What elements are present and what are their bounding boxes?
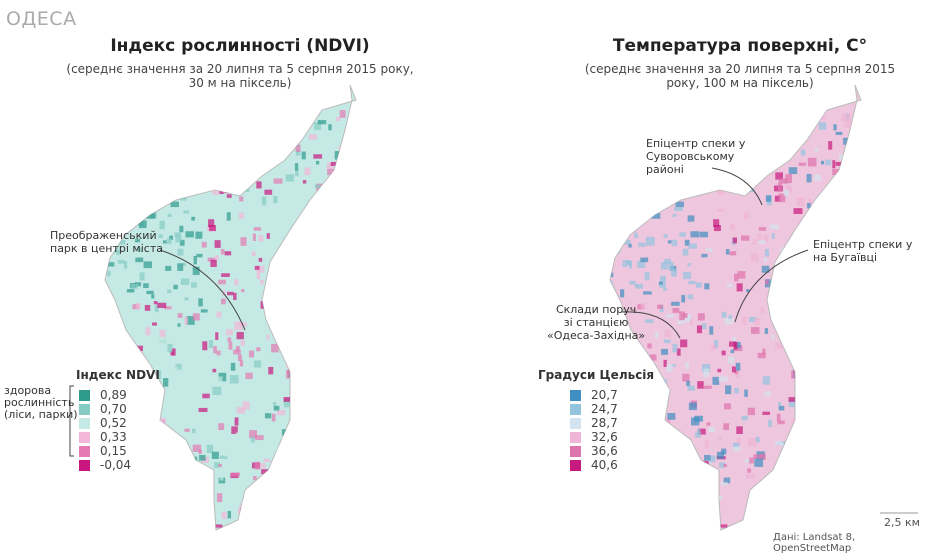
- source-note: Дані: Landsat 8, OpenStreetMap: [773, 532, 856, 554]
- legend-label: 20,7: [591, 388, 618, 402]
- legend-label: 36,6: [591, 444, 618, 458]
- legend-label: 28,7: [591, 416, 618, 430]
- legend-label: 24,7: [591, 402, 618, 416]
- annotation-buhaivka: Епіцентр спеки у на Бугаївці: [813, 238, 913, 264]
- legend-item: 0,52: [79, 416, 131, 430]
- temp-subtitle: (середнє значення за 20 липня та 5 серпн…: [584, 62, 896, 90]
- legend-swatch: [570, 445, 581, 457]
- scale-label: 2,5 км: [884, 516, 920, 529]
- annotation-arrow: [734, 249, 809, 323]
- city-area: [104, 84, 357, 531]
- legend-item: 0,70: [79, 402, 131, 416]
- ndvi-legend: 0,89 0,70 0,52 0,33 0,15 -0,04: [79, 388, 131, 472]
- ndvi-legend-title: Індекс NDVI: [76, 368, 160, 382]
- legend-swatch: [79, 459, 90, 471]
- legend-swatch: [79, 431, 90, 443]
- legend-swatch: [570, 403, 581, 415]
- legend-swatch: [570, 459, 581, 471]
- legend-item: -0,04: [79, 458, 131, 472]
- ndvi-bracket-label: здорова рослинність (ліси, парки): [4, 384, 78, 421]
- legend-item: 32,6: [570, 430, 618, 444]
- ndvi-subtitle: (середнє значення за 20 липня та 5 серпн…: [66, 62, 414, 90]
- legend-item: 0,15: [79, 444, 131, 458]
- legend-label: -0,04: [100, 458, 132, 472]
- city-label: ОДЕСА: [6, 8, 77, 30]
- legend-label: 0,89: [100, 388, 127, 402]
- legend-label: 0,52: [100, 416, 127, 430]
- legend-item: 20,7: [570, 388, 618, 402]
- annotation-warehouses: Склади поруч зі станцією «Одеса-Західна»: [547, 303, 646, 342]
- legend-label: 0,15: [100, 444, 127, 458]
- annotation-arrow: [159, 249, 246, 331]
- legend-item: 40,6: [570, 458, 618, 472]
- temp-legend-title: Градуси Цельсія: [538, 368, 655, 382]
- ndvi-bracket: [69, 385, 74, 457]
- legend-swatch: [79, 403, 90, 415]
- legend-label: 32,6: [591, 430, 618, 444]
- legend-swatch: [570, 431, 581, 443]
- legend-swatch: [79, 389, 90, 401]
- legend-swatch: [570, 389, 581, 401]
- legend-item: 28,7: [570, 416, 618, 430]
- legend-label: 0,70: [100, 402, 127, 416]
- legend-label: 0,33: [100, 430, 127, 444]
- legend-label: 40,6: [591, 458, 618, 472]
- temp-title: Температура поверхні, С°: [612, 36, 868, 56]
- annotation-arrow: [711, 167, 763, 206]
- temp-legend: 20,7 24,7 28,7 32,6 36,6 40,6: [570, 388, 618, 472]
- legend-swatch: [79, 445, 90, 457]
- annotation-park: Преображенський парк в центрі міста: [50, 229, 163, 255]
- legend-swatch: [79, 417, 90, 429]
- legend-swatch: [570, 417, 581, 429]
- ndvi-title: Індекс рослинності (NDVI): [110, 36, 370, 56]
- ndvi-map: [104, 84, 357, 531]
- legend-item: 0,89: [79, 388, 131, 402]
- legend-item: 36,6: [570, 444, 618, 458]
- annotation-arrow: [621, 311, 681, 339]
- legend-item: 24,7: [570, 402, 618, 416]
- legend-item: 0,33: [79, 430, 131, 444]
- annotation-suvorovsky: Епіцентр спеки у Суворовському районі: [646, 137, 746, 176]
